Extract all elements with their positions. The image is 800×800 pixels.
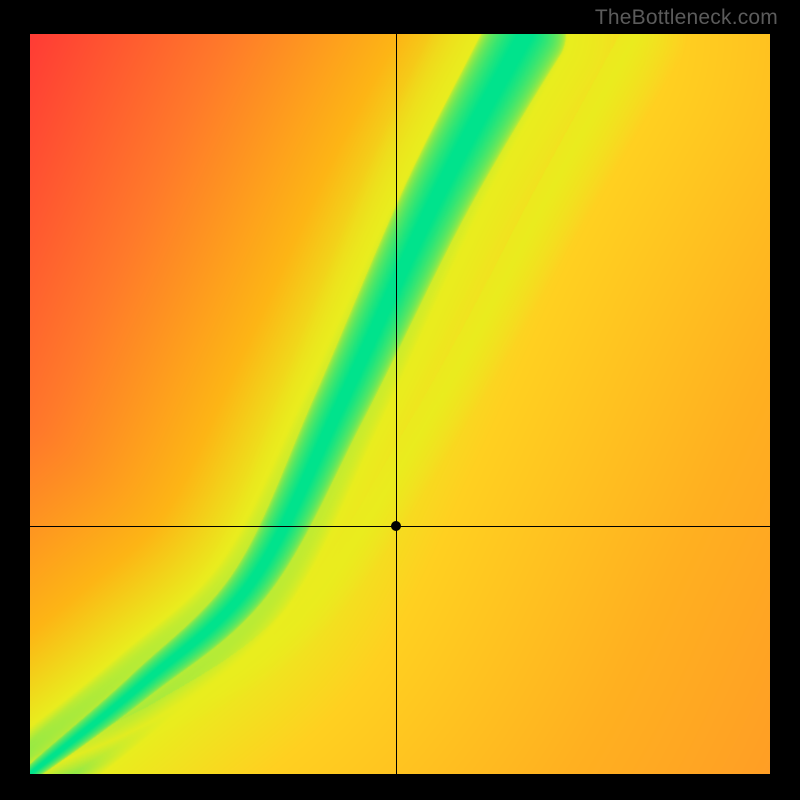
chart-container: TheBottleneck.com — [0, 0, 800, 800]
crosshair-vertical — [396, 34, 397, 774]
heatmap-canvas — [30, 34, 770, 774]
watermark-text: TheBottleneck.com — [595, 6, 778, 30]
marker-point — [391, 521, 401, 531]
